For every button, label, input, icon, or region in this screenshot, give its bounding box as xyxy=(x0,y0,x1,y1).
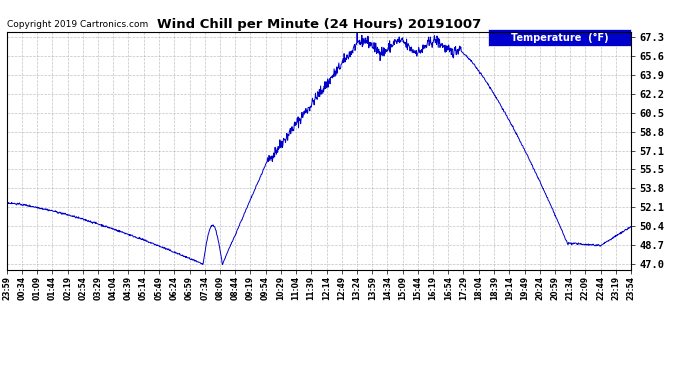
FancyBboxPatch shape xyxy=(488,30,631,46)
Text: Copyright 2019 Cartronics.com: Copyright 2019 Cartronics.com xyxy=(7,21,148,30)
Text: Temperature  (°F): Temperature (°F) xyxy=(511,33,609,43)
Title: Wind Chill per Minute (24 Hours) 20191007: Wind Chill per Minute (24 Hours) 2019100… xyxy=(157,18,481,31)
